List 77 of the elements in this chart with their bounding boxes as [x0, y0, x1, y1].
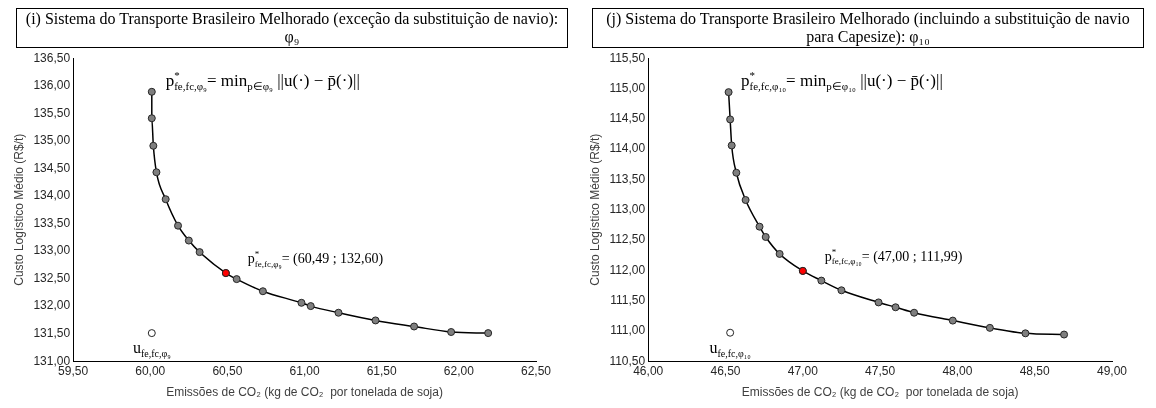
y-tick-label: 113,50	[609, 171, 646, 186]
x-tick-label: 61,50	[366, 363, 398, 378]
y-tick-label: 131,00	[33, 353, 71, 368]
point	[910, 308, 919, 317]
point	[195, 248, 204, 257]
point	[174, 221, 183, 230]
point	[891, 303, 900, 312]
point	[149, 141, 158, 150]
x-tick-label: 60,00	[135, 363, 166, 378]
point	[727, 141, 736, 150]
point	[147, 87, 156, 96]
chart-title: (j) Sistema do Transporte Brasileiro Melhorado (incluindo a substituição de navio para Capesize): φ₁₀	[592, 8, 1144, 48]
point	[874, 298, 883, 307]
y-tick-label: 111,00	[610, 323, 646, 338]
y-tick-label: 136,50	[33, 50, 71, 65]
y-tick-label: 133,00	[33, 243, 71, 258]
x-tick-label: 48,50	[1019, 363, 1051, 378]
x-tick-label: 61,00	[289, 363, 320, 378]
x-tick-label: 47,50	[865, 363, 896, 378]
point	[726, 328, 735, 337]
y-tick-label: 111,50	[610, 292, 646, 307]
y-tick-label: 135,00	[33, 133, 71, 148]
y-tick-label: 135,50	[33, 105, 71, 120]
point	[985, 323, 994, 332]
point	[371, 316, 380, 325]
point	[161, 195, 170, 204]
point	[732, 168, 741, 177]
x-axis-title: Emissões de CO₂ (kg de CO₂ por tonelada de soja)	[741, 385, 1019, 400]
x-tick-label: 47,00	[787, 363, 819, 378]
point	[258, 287, 267, 296]
x-tick-label: 48,00	[942, 363, 973, 378]
y-tick-label: 115,50	[609, 50, 646, 65]
point	[724, 88, 733, 97]
point	[410, 322, 419, 331]
y-tick-label: 133,50	[33, 215, 71, 230]
point	[817, 276, 826, 285]
x-tick-label: 60,50	[212, 363, 243, 378]
y-tick-label: 136,00	[33, 78, 71, 93]
point	[1021, 329, 1030, 338]
point	[484, 329, 493, 338]
point	[306, 302, 315, 311]
point	[837, 286, 846, 295]
y-axis-title: Custo Logístico Médio (R$/t)	[587, 133, 602, 286]
point	[761, 232, 770, 241]
y-tick-label: 134,00	[33, 188, 71, 203]
point	[741, 196, 750, 204]
y-tick-label: 114,50	[609, 111, 646, 126]
y-tick-label: 132,00	[33, 298, 71, 313]
point	[147, 329, 156, 338]
x-tick-label: 49,00	[1096, 363, 1128, 378]
y-tick-label: 115,00	[609, 80, 646, 95]
y-axis-title: Custo Logístico Médio (R$/t)	[11, 133, 26, 286]
x-tick-label: 62,50	[520, 363, 552, 378]
y-tick-label: 110,50	[609, 353, 646, 368]
y-tick-label: 112,50	[609, 232, 646, 247]
y-tick-label: 134,50	[33, 160, 71, 175]
point	[152, 168, 161, 177]
x-axis-title: Emissões de CO₂ (kg de CO₂ por tonelada de soja)	[166, 385, 443, 400]
y-tick-label: 114,00	[609, 141, 646, 156]
x-tick-label: 62,00	[443, 363, 475, 378]
point	[775, 249, 784, 258]
y-tick-label: 131,50	[33, 325, 71, 340]
point	[334, 308, 343, 317]
x-tick-label: 46,50	[710, 363, 741, 378]
point	[297, 298, 306, 307]
point	[147, 114, 156, 123]
point	[447, 328, 456, 336]
point	[948, 316, 957, 325]
point	[184, 236, 193, 245]
point	[726, 115, 735, 124]
point	[1060, 330, 1069, 339]
chart-title: (i) Sistema do Transporte Brasileiro Melhorado (exceção da substituição de navio): φ₉	[16, 8, 568, 48]
y-tick-label: 113,00	[609, 202, 646, 217]
point	[755, 222, 764, 231]
point	[232, 275, 241, 284]
y-tick-label: 132,50	[33, 270, 71, 285]
y-tick-label: 112,00	[609, 262, 646, 277]
